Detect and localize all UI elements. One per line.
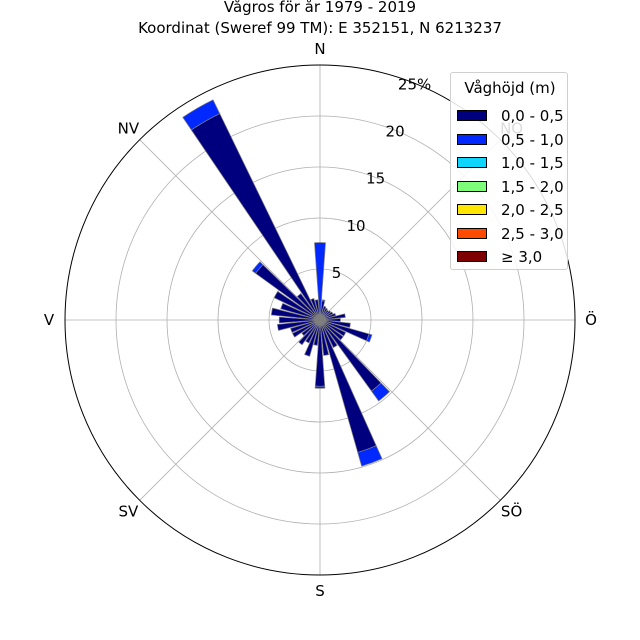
rose-bar-280-0 [270, 307, 321, 321]
rose-bar-0-1 [314, 242, 326, 321]
legend-swatch [457, 110, 487, 121]
legend-title: Våghöjd (m) [464, 79, 556, 97]
radial-tick-label-4: 25% [398, 75, 431, 93]
radial-tick-label-2: 15 [366, 170, 385, 188]
legend-swatch [457, 133, 487, 145]
legend-swatch [457, 251, 487, 262]
rose-bar-170-0 [319, 319, 330, 356]
rose-bar-140-1 [370, 382, 391, 402]
direction-label-5: SV [119, 503, 140, 521]
rose-bar-330-1 [182, 99, 221, 131]
chart-title: Vågros för år 1979 - 2019 [223, 0, 417, 16]
rose-bar-110-1 [366, 333, 373, 343]
grid-spoke-7 [139, 139, 321, 321]
rose-bar-300-0 [273, 290, 321, 321]
rose-bar-200-0 [304, 319, 321, 357]
legend-item: 0,0 - 0,5 [457, 107, 565, 127]
legend-label: 2,0 - 2,5 [501, 201, 564, 219]
legend-item: 1,5 - 2,0 [457, 178, 565, 198]
rose-bar-260-0 [277, 319, 321, 331]
legend-label: 1,0 - 1,5 [501, 154, 564, 172]
legend: Våghöjd (m) 0,0 - 0,5 0,5 - 1,0 1,0 - 1,5 1… [450, 72, 568, 270]
direction-label-0: N [314, 40, 325, 58]
legend-item: 2,5 - 3,0 [457, 225, 565, 245]
rose-bar-330-0 [190, 113, 321, 321]
legend-label: 0,5 - 1,0 [501, 130, 564, 149]
outer-circle [64, 64, 576, 576]
direction-label-4: S [315, 582, 325, 600]
chart-subtitle: Koordinat (Sweref 99 TM): E 352151, N 62… [138, 19, 502, 37]
radial-tick-label-3: 20 [386, 123, 405, 141]
legend-label: 2,5 - 3,0 [501, 224, 564, 243]
direction-label-3: SÖ [501, 502, 522, 521]
legend-label: 0,0 - 0,5 [501, 107, 564, 125]
legend-label: 1,5 - 2,0 [501, 177, 564, 196]
rose-bar-160-1 [357, 445, 383, 467]
direction-label-7: NV [118, 119, 140, 137]
rose-bar-290-0 [280, 302, 321, 321]
legend-item: ≥ 3,0 [457, 248, 565, 268]
legend-swatch [457, 227, 487, 239]
rose-bar-270-0 [278, 316, 321, 324]
legend-swatch [457, 157, 487, 168]
rose-bars [182, 99, 391, 467]
legend-item: 0,5 - 1,0 [457, 131, 565, 151]
rose-bar-10-1 [321, 299, 326, 302]
direction-label-6: V [44, 311, 55, 329]
grid-spoke-5 [139, 319, 321, 501]
radial-tick-label-0: 5 [332, 264, 342, 282]
direction-label-2: Ö [585, 310, 597, 329]
legend-label: ≥ 3,0 [501, 248, 543, 266]
radial-tick-label-1: 10 [346, 217, 365, 235]
legend-item: 2,0 - 2,5 [457, 201, 565, 221]
rose-bar-310-1 [251, 261, 264, 274]
legend-item: 1,0 - 1,5 [457, 154, 565, 174]
legend-swatch [457, 204, 487, 215]
rose-bar-350-0 [314, 299, 321, 321]
rose-bar-180-1 [314, 385, 326, 389]
legend-swatch [457, 180, 487, 192]
grid-spoke-3 [319, 319, 501, 501]
